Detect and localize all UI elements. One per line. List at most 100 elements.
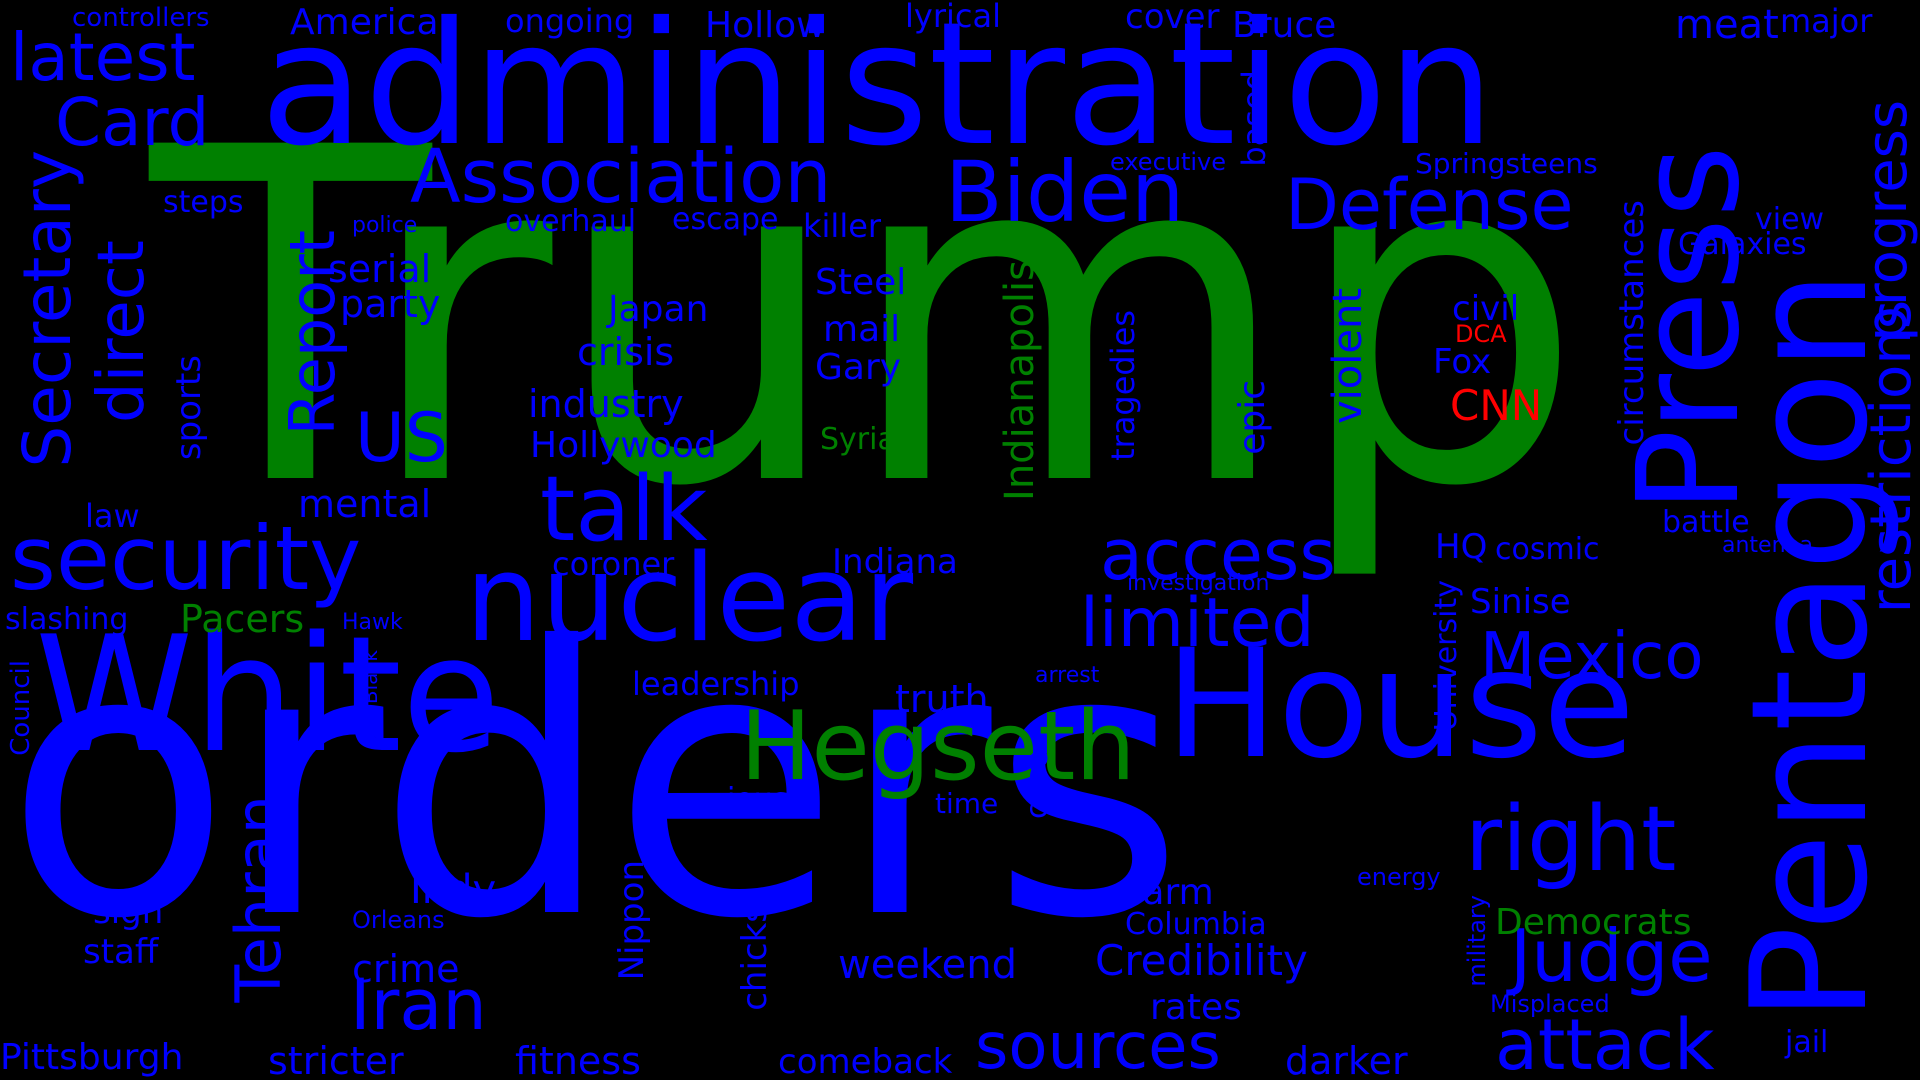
word-darker: darker	[1285, 1039, 1408, 1080]
word-pacers: Pacers	[180, 597, 305, 641]
word-steel: Steel	[815, 262, 907, 303]
word-battle: battle	[1662, 505, 1750, 540]
word-tragedies: tragedies	[1104, 310, 1142, 461]
word-mental: mental	[298, 482, 432, 526]
word-nuclear: nuclear	[465, 530, 914, 669]
word-misplaced: Misplaced	[1490, 990, 1610, 1018]
word-cosmic: cosmic	[1495, 532, 1600, 567]
word-trump: Trump	[150, 52, 1585, 587]
word-university: University	[1429, 580, 1464, 732]
word-iran: Iran	[350, 964, 487, 1046]
word-party: party	[340, 282, 441, 326]
word-administration: administration	[260, 0, 1495, 184]
word-hegseth: Hegseth	[740, 692, 1136, 802]
word-credibility: Credibility	[1095, 936, 1308, 985]
word-law: law	[85, 497, 140, 535]
word-us: US	[355, 399, 448, 478]
word-japan: Japan	[608, 289, 709, 330]
word-antenna: antenna	[1722, 533, 1813, 558]
word-defense: Defense	[1285, 164, 1574, 246]
word-biden: Biden	[945, 143, 1185, 241]
word-sign: sign	[93, 892, 164, 932]
word-right: right	[1465, 787, 1677, 892]
word-tehran: Tehran	[222, 795, 295, 1003]
word-based: based	[1235, 70, 1273, 167]
word-escape: escape	[672, 202, 779, 237]
word-police: police	[352, 213, 418, 238]
word-council: Council	[6, 660, 36, 756]
word-security: security	[10, 507, 362, 610]
word-jail: jail	[1785, 1025, 1829, 1060]
word-stricter: stricter	[268, 1039, 404, 1080]
word-killer: killer	[803, 207, 882, 245]
word-orleans: Orleans	[352, 906, 445, 934]
word-staff: staff	[83, 932, 159, 972]
word-gary: Gary	[815, 347, 902, 388]
word-chicks: chicks	[735, 905, 775, 1011]
word-black: Black	[358, 650, 382, 705]
word-leadership: leadership	[632, 665, 800, 703]
word-sinise: Sinise	[1470, 582, 1571, 622]
word-talk: talk	[540, 457, 708, 562]
word-mail: mail	[823, 309, 901, 350]
word-coroner: coroner	[552, 545, 675, 583]
word-house: House	[1165, 618, 1636, 792]
word-cnn: CNN	[1450, 381, 1543, 430]
word-direct: direct	[85, 240, 159, 423]
word-view: view	[1755, 202, 1825, 237]
word-indianapolis: Indianapolis	[997, 260, 1043, 501]
word-judge: Judge	[1510, 914, 1713, 998]
word-democrats: Democrats	[1495, 902, 1692, 943]
word-overhaul: overhaul	[505, 204, 637, 239]
word-fox: Fox	[1433, 342, 1492, 382]
word-civil: civil	[1452, 289, 1520, 329]
word-card: Card	[55, 84, 210, 161]
word-syria: Syria	[820, 422, 896, 457]
word-arrest: arrest	[1035, 663, 1100, 688]
word-limited: limited	[1080, 584, 1315, 663]
word-ongoing: ongoing	[505, 2, 635, 40]
word-serial: serial	[328, 247, 432, 291]
word-white: White	[35, 601, 501, 788]
word-hollow: Hollow	[705, 5, 826, 46]
word-galaxies: Galaxies	[1678, 227, 1807, 262]
word-executive: executive	[1110, 148, 1227, 176]
word-time: time	[935, 787, 999, 820]
word-controllers: controllers	[72, 3, 210, 33]
word-restrictions: restrictions	[1859, 300, 1920, 614]
word-cover: cover	[1125, 0, 1220, 37]
word-industry: industry	[528, 382, 684, 426]
word-circumstances: circumstances	[1612, 200, 1652, 446]
word-access: access	[1100, 514, 1336, 596]
word-crisis: crisis	[577, 330, 675, 374]
word-springsteens: Springsteens	[1415, 147, 1598, 180]
word-lyrical: lyrical	[905, 0, 1001, 35]
word-attack: attack	[1495, 1004, 1715, 1080]
word-military: military	[1463, 895, 1491, 987]
word-rates: rates	[1150, 987, 1242, 1028]
word-energy: energy	[1357, 863, 1441, 891]
word-latest: latest	[10, 19, 196, 96]
word-indy: Indy	[410, 867, 497, 913]
word-hq: HQ	[1435, 527, 1488, 567]
word-dca: DCA	[1455, 320, 1507, 348]
word-case: case	[1020, 750, 1055, 819]
word-mexico: Mexico	[1480, 620, 1704, 694]
word-nippon: Nippon	[612, 860, 652, 981]
word-meat: meat	[1675, 2, 1779, 48]
word-hollywood: Hollywood	[530, 425, 717, 466]
word-farm: Farm	[1125, 872, 1214, 913]
word-weekend: weekend	[838, 942, 1018, 988]
word-fitness: fitness	[515, 1039, 641, 1080]
word-secretary: Secretary	[9, 150, 86, 468]
word-epic: epic	[1232, 380, 1273, 455]
word-investigation: investigation	[1127, 571, 1270, 596]
word-crime: crime	[352, 947, 460, 991]
word-pittsburgh: Pittsburgh	[0, 1037, 184, 1078]
word-violent: violent	[1325, 288, 1371, 425]
word-steps: steps	[163, 185, 244, 220]
word-america: America	[290, 2, 439, 43]
word-hawk: Hawk	[342, 610, 403, 635]
word-sports: sports	[169, 355, 209, 461]
